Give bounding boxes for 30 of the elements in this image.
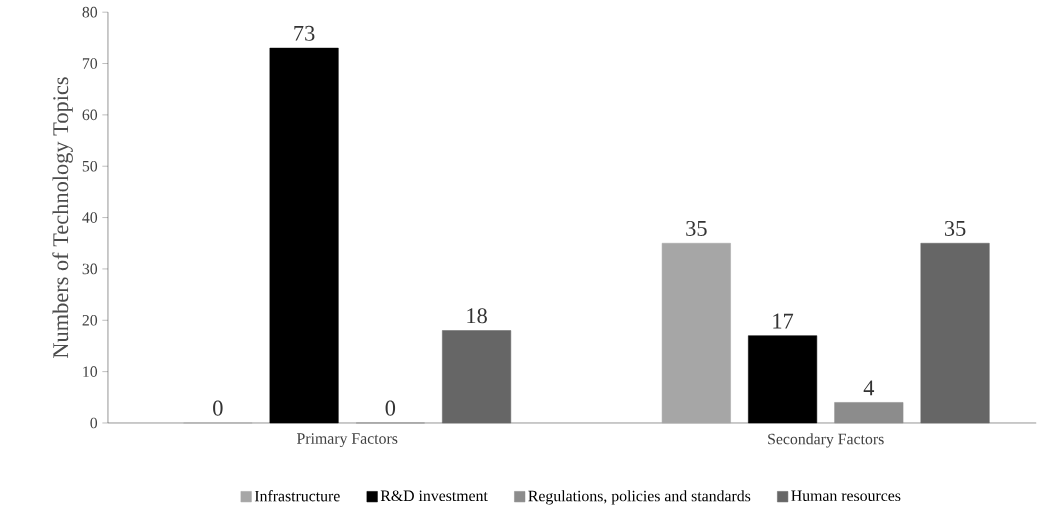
- y-tick-label: 60: [82, 109, 98, 121]
- bar: [748, 335, 818, 424]
- legend-label: Regulations, policies and standards: [528, 490, 751, 505]
- y-tick-label: 80: [82, 6, 98, 18]
- data-label: 17: [773, 313, 794, 329]
- legend-label: Human resources: [791, 490, 901, 501]
- data-label: 73: [294, 25, 315, 41]
- legend-label: R&D investment: [380, 490, 488, 501]
- bar: [442, 330, 512, 424]
- bar: [269, 47, 339, 424]
- y-tick-label: 10: [83, 366, 98, 377]
- y-tick-label: 50: [82, 160, 98, 172]
- y-tick-label: 40: [82, 212, 98, 223]
- bar: [920, 242, 990, 424]
- x-tick-label: Secondary Factors: [768, 433, 884, 448]
- y-tick-label: 20: [82, 314, 98, 326]
- legend-label: Infrastructure: [254, 489, 340, 502]
- data-label: 0: [385, 400, 396, 416]
- data-label: 4: [863, 380, 875, 395]
- x-tick-label: Primary Factors: [296, 433, 398, 447]
- data-label: 35: [944, 220, 966, 236]
- y-tick-label: 30: [82, 263, 98, 275]
- y-tick-label: 70: [82, 58, 98, 69]
- bar: [834, 402, 904, 424]
- y-tick-label: 0: [90, 417, 98, 429]
- y-axis-title: Numbers of Technology Topics: [52, 77, 73, 358]
- bar: [661, 242, 731, 424]
- data-label: 18: [467, 308, 487, 324]
- data-label: 0: [213, 400, 223, 416]
- data-label: 35: [686, 220, 707, 236]
